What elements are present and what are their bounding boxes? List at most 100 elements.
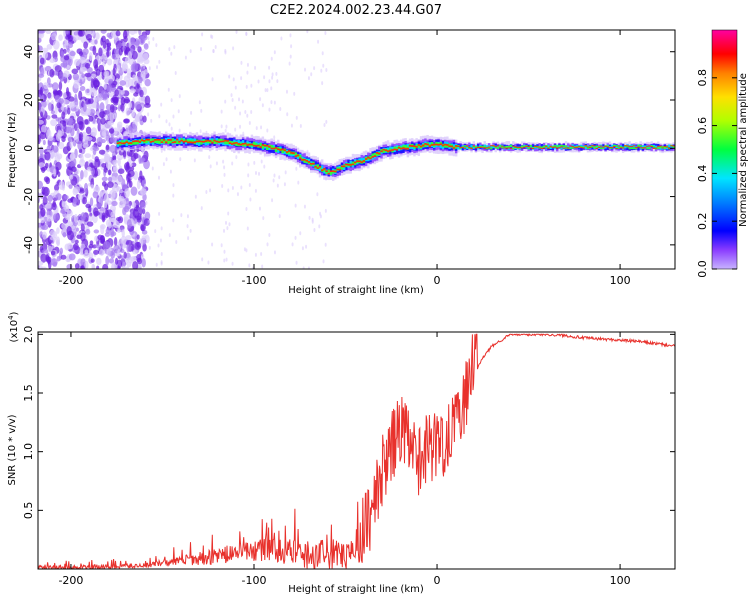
heatmap-cell bbox=[220, 243, 223, 248]
spectrogram-ylabel: Frequency (Hz) bbox=[7, 112, 18, 188]
heatmap-cell bbox=[494, 146, 497, 149]
heatmap-cell bbox=[284, 170, 287, 175]
heatmap-cell bbox=[215, 140, 218, 143]
heatmap-cell bbox=[118, 141, 122, 144]
heatmap-cell bbox=[103, 132, 107, 139]
heatmap-cell bbox=[171, 138, 175, 142]
heatmap-cell bbox=[117, 216, 124, 224]
heatmap-cell bbox=[193, 141, 196, 144]
heatmap-cell bbox=[109, 189, 116, 200]
heatmap-cell bbox=[66, 166, 73, 177]
heatmap-cell bbox=[608, 146, 612, 148]
heatmap-cell bbox=[194, 194, 197, 199]
heatmap-cell bbox=[263, 164, 266, 169]
heatmap-cell bbox=[211, 242, 214, 247]
heatmap-cell bbox=[246, 144, 249, 146]
heatmap-cell bbox=[211, 77, 214, 82]
heatmap-cell bbox=[610, 144, 614, 148]
y-tick-label: 0.5 bbox=[22, 502, 35, 520]
heatmap-cell bbox=[255, 143, 258, 147]
heatmap-cell bbox=[261, 144, 265, 146]
heatmap-cell bbox=[143, 64, 146, 69]
heatmap-cell bbox=[46, 145, 51, 152]
heatmap-cell bbox=[42, 139, 46, 146]
heatmap-cell bbox=[58, 141, 65, 150]
heatmap-cell bbox=[82, 142, 89, 149]
heatmap-cell bbox=[104, 151, 108, 158]
heatmap-cell bbox=[184, 140, 188, 143]
heatmap-cell bbox=[147, 139, 150, 145]
heatmap-cell bbox=[172, 114, 175, 119]
heatmap-cell bbox=[569, 147, 572, 150]
heatmap-cell bbox=[255, 145, 258, 147]
heatmap-cell bbox=[98, 64, 105, 73]
heatmap-cell bbox=[241, 99, 244, 104]
heatmap-cell bbox=[106, 42, 112, 48]
heatmap-cell bbox=[273, 135, 276, 140]
heatmap-cell bbox=[593, 147, 596, 149]
heatmap-cell bbox=[277, 148, 280, 151]
heatmap-cell bbox=[289, 33, 292, 38]
heatmap-cell bbox=[639, 147, 642, 149]
heatmap-cell bbox=[53, 168, 57, 177]
heatmap-cell bbox=[483, 145, 486, 148]
heatmap-cell bbox=[299, 157, 302, 160]
heatmap-cell bbox=[223, 165, 226, 170]
heatmap-cell bbox=[73, 213, 79, 223]
heatmap-cell bbox=[268, 145, 271, 148]
heatmap-cell bbox=[538, 147, 541, 149]
heatmap-cell bbox=[223, 172, 226, 177]
heatmap-cell bbox=[154, 229, 157, 234]
heatmap-cell bbox=[575, 146, 579, 148]
x-tick-label: -100 bbox=[242, 574, 267, 587]
heatmap-cell bbox=[91, 154, 95, 160]
heatmap-cell bbox=[299, 231, 302, 236]
heatmap-cell bbox=[109, 144, 117, 154]
heatmap-cell bbox=[375, 152, 379, 157]
heatmap-cell bbox=[360, 161, 363, 163]
heatmap-cell bbox=[549, 146, 552, 148]
heatmap-cell bbox=[637, 146, 640, 148]
heatmap-cell bbox=[124, 79, 130, 88]
heatmap-cell bbox=[391, 146, 394, 152]
heatmap-cell bbox=[518, 144, 522, 149]
heatmap-cell bbox=[586, 146, 590, 148]
heatmap-cell bbox=[79, 79, 83, 87]
heatmap-cell bbox=[155, 262, 158, 267]
snr-multiplier: (x104) bbox=[7, 311, 20, 342]
heatmap-cell bbox=[167, 87, 170, 92]
heatmap-cell bbox=[121, 229, 125, 238]
heatmap-cell bbox=[527, 147, 530, 149]
heatmap-cell bbox=[316, 164, 319, 168]
heatmap-cell bbox=[597, 145, 601, 148]
heatmap-cell bbox=[138, 35, 146, 45]
heatmap-cell bbox=[571, 146, 574, 149]
heatmap-cell bbox=[156, 139, 159, 144]
heatmap-cell bbox=[167, 140, 170, 145]
heatmap-cell bbox=[279, 149, 282, 151]
heatmap-cell bbox=[263, 75, 266, 80]
heatmap-cell bbox=[101, 163, 107, 168]
heatmap-cell bbox=[435, 141, 438, 145]
heatmap-cell bbox=[271, 75, 274, 80]
heatmap-cell bbox=[562, 147, 566, 149]
heatmap-cell bbox=[404, 147, 407, 150]
heatmap-cell bbox=[208, 140, 212, 142]
heatmap-cell bbox=[93, 249, 99, 255]
heatmap-cell bbox=[119, 80, 127, 86]
heatmap-cell bbox=[86, 103, 93, 109]
heatmap-cell bbox=[92, 264, 96, 269]
heatmap-cell bbox=[80, 169, 84, 180]
heatmap-cell bbox=[40, 207, 46, 217]
heatmap-cell bbox=[186, 224, 189, 229]
heatmap-cell bbox=[71, 68, 79, 75]
heatmap-cell bbox=[324, 208, 327, 213]
heatmap-cell bbox=[190, 110, 193, 115]
heatmap-cell bbox=[189, 49, 192, 54]
heatmap-cell bbox=[158, 114, 161, 119]
heatmap-cell bbox=[505, 147, 508, 149]
heatmap-cell bbox=[132, 141, 135, 145]
heatmap-cell bbox=[397, 146, 401, 149]
heatmap-cell bbox=[209, 164, 212, 169]
heatmap-cell bbox=[80, 66, 87, 72]
